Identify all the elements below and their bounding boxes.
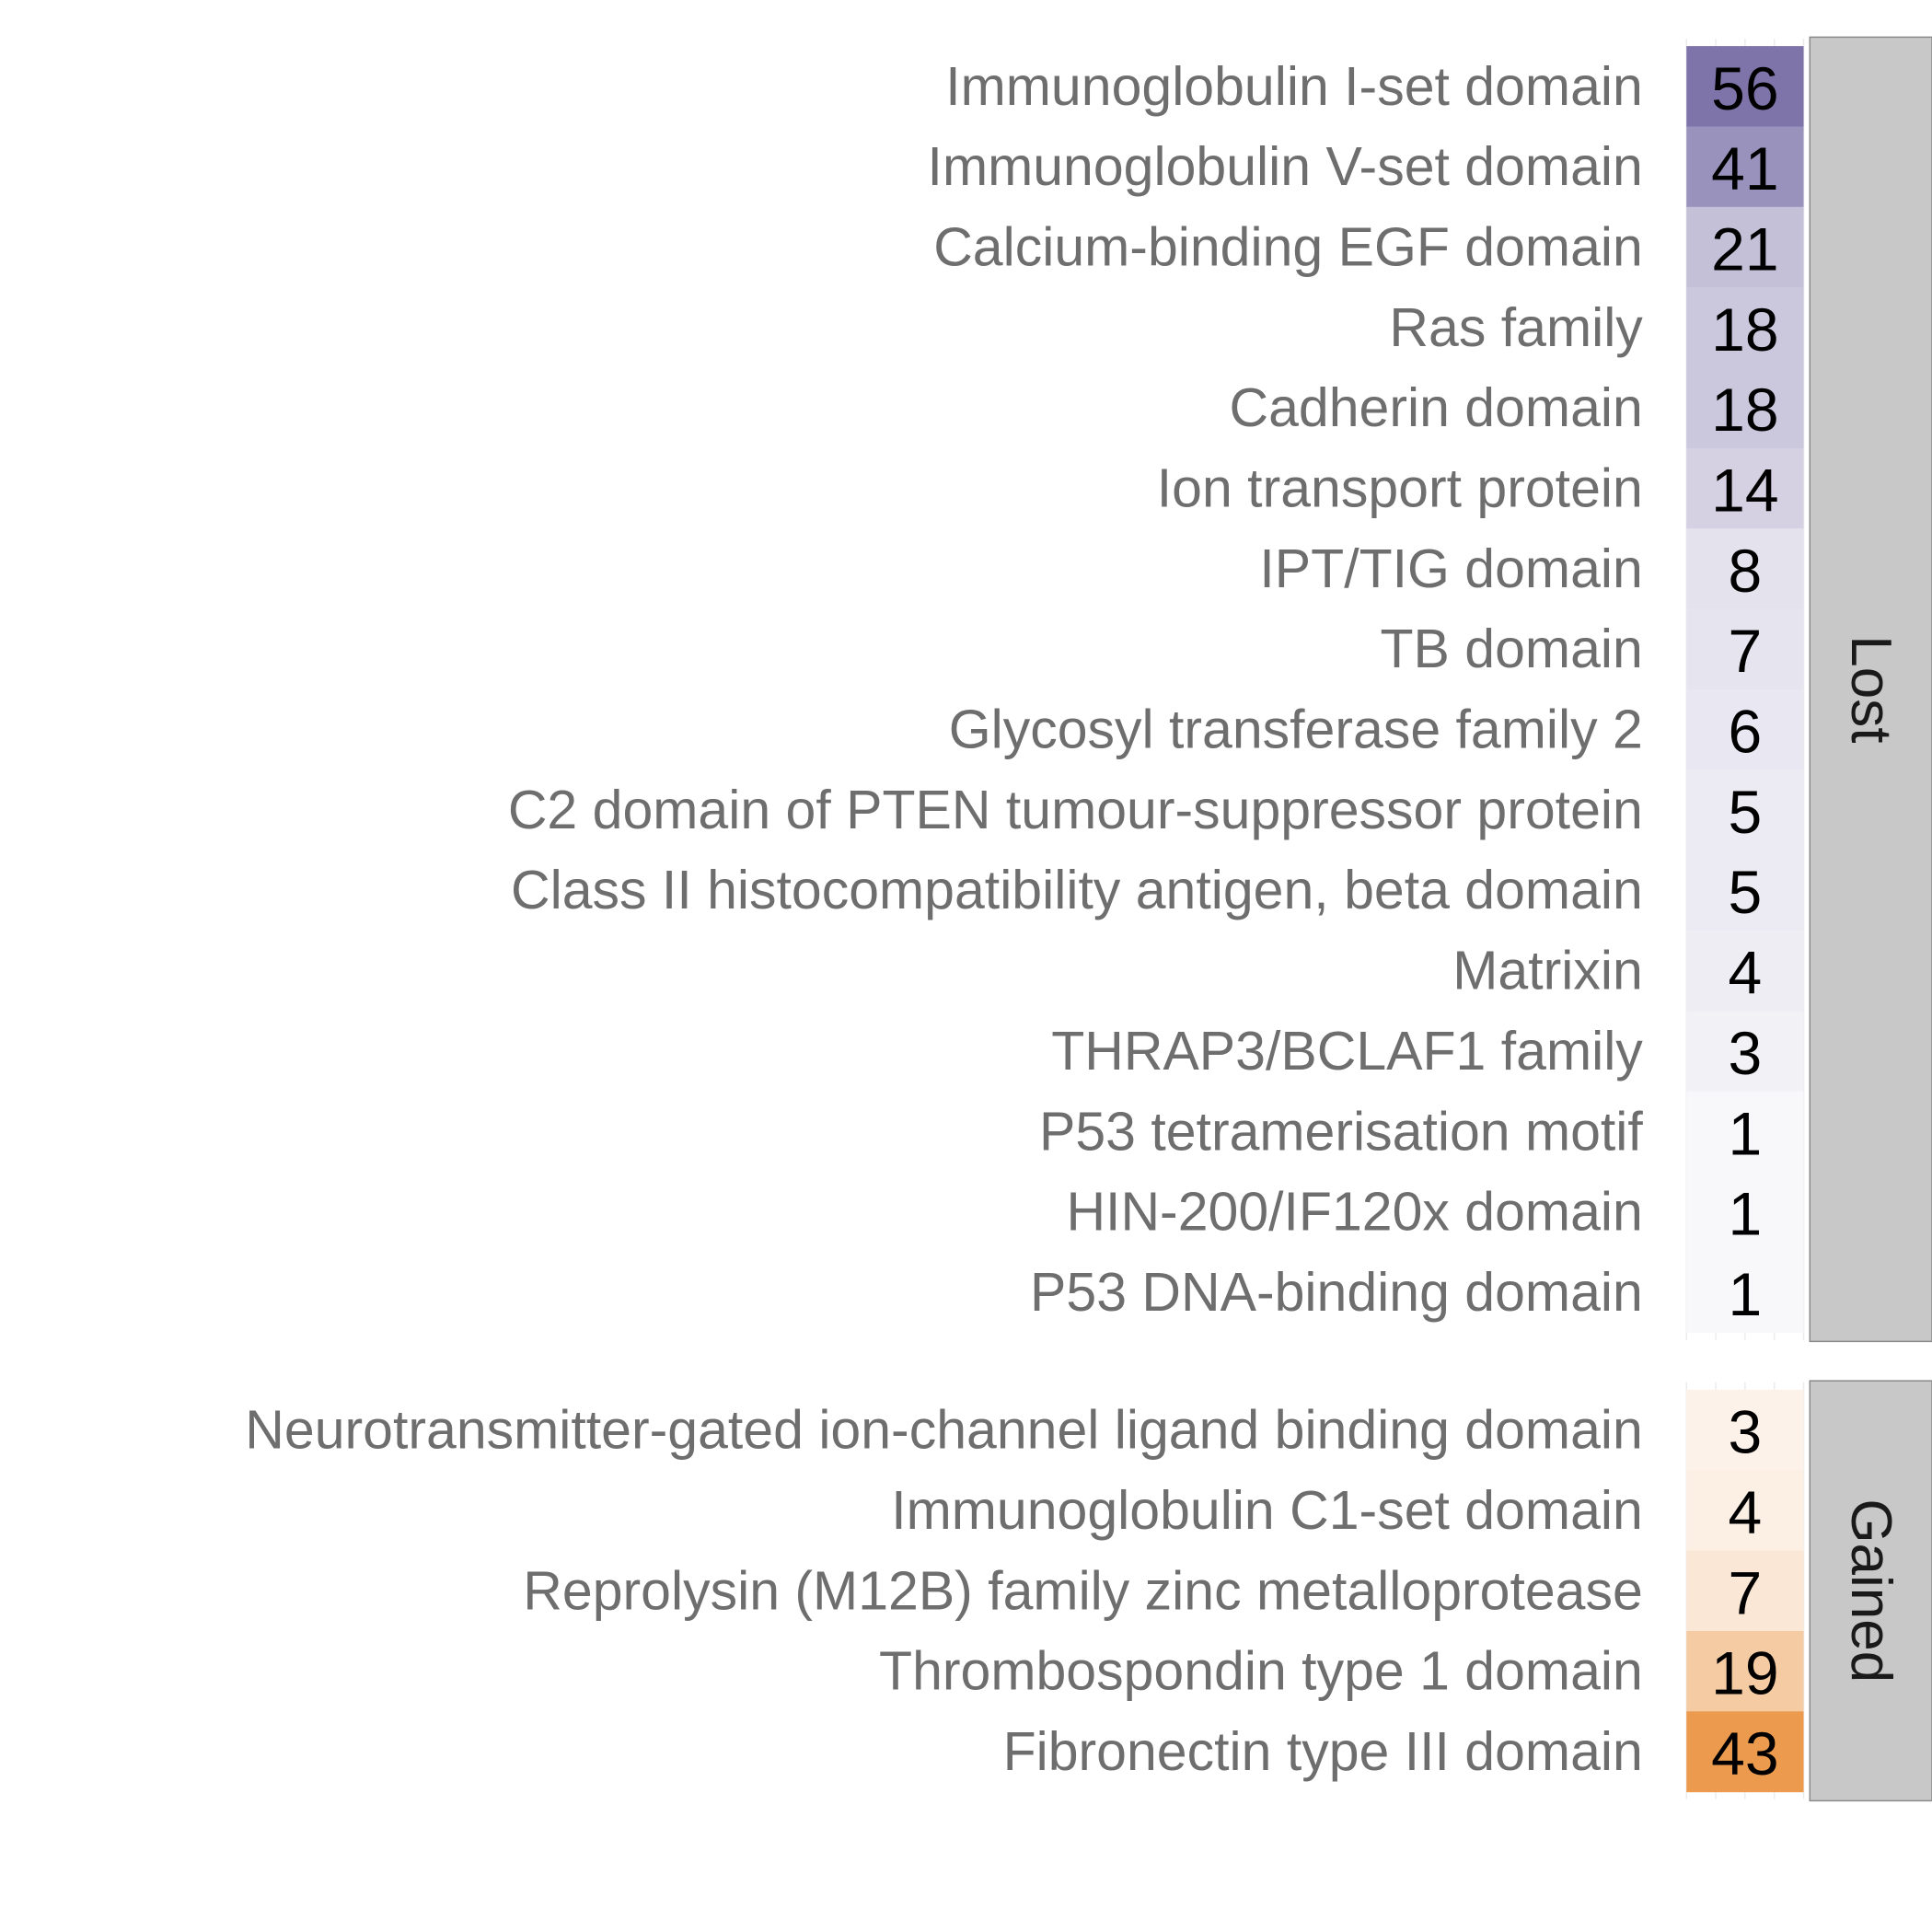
row-label: Immunoglobulin C1-set domain: [891, 1480, 1643, 1541]
heatmap-cell: [1686, 1470, 1804, 1552]
cell-value-label: 18: [1711, 376, 1778, 444]
cell-value-label: 5: [1729, 858, 1763, 926]
facet-strip: [1809, 1380, 1932, 1802]
heatmap-cell: [1686, 367, 1804, 449]
row-label: P53 tetramerisation motif: [1039, 1101, 1643, 1162]
heatmap-cell: [1686, 447, 1804, 529]
row-label: C2 domain of PTEN tumour-suppressor prot…: [508, 780, 1643, 840]
row-label: Ion transport protein: [1157, 458, 1643, 519]
panel-gained: Neurotransmitter-gated ion-channel ligan…: [245, 1380, 1932, 1802]
cell-value-label: 3: [1729, 1019, 1763, 1087]
row-label: Neurotransmitter-gated ion-channel ligan…: [245, 1400, 1643, 1461]
row-label: HIN-200/IF120x domain: [1066, 1182, 1642, 1243]
row-label: THRAP3/BCLAF1 family: [1051, 1021, 1643, 1082]
heatmap-cell: [1686, 1252, 1804, 1334]
cell-value-label: 7: [1729, 1558, 1763, 1626]
heatmap-cell: [1686, 1630, 1804, 1712]
cell-value-label: 4: [1729, 939, 1763, 1007]
cell-value-label: 14: [1711, 457, 1778, 525]
row-label: Thrombospondin type 1 domain: [879, 1641, 1643, 1702]
cell-value-label: 43: [1711, 1719, 1778, 1787]
heatmap-cell: [1686, 1711, 1804, 1793]
heatmap-cell: [1686, 850, 1804, 931]
row-label: Immunoglobulin I-set domain: [945, 56, 1643, 117]
heatmap-cell: [1686, 1011, 1804, 1093]
cell-value-label: 7: [1729, 617, 1763, 685]
cell-value-label: 5: [1729, 778, 1763, 846]
cell-value-label: 3: [1729, 1398, 1763, 1466]
panel-lost: Immunoglobulin I-set domain 56Immunoglobu…: [508, 36, 1932, 1343]
cell-value-label: 8: [1729, 537, 1763, 605]
row-label: Glycosyl transferase family 2: [949, 700, 1643, 760]
heatmap-cell: [1686, 1171, 1804, 1253]
cell-value-label: 4: [1729, 1478, 1763, 1546]
facet-strip-label: Gained: [1839, 1498, 1903, 1683]
row-label: Reprolysin (M12B) family zinc metallopro…: [523, 1560, 1643, 1621]
facet-strip-label: Lost: [1839, 635, 1903, 743]
facet-strip: [1809, 36, 1932, 1343]
row-label: Immunoglobulin V-set domain: [928, 136, 1643, 197]
heatmap-cell: [1686, 206, 1804, 288]
heatmap-cell: [1686, 608, 1804, 690]
heatmap-cell: [1686, 126, 1804, 208]
heatmap-cell: [1686, 46, 1804, 127]
cell-value-label: 1: [1729, 1099, 1763, 1167]
cell-value-label: 41: [1711, 134, 1778, 202]
heatmap-cell: [1686, 287, 1804, 368]
heatmap-cell: [1686, 1550, 1804, 1632]
row-label: P53 DNA-binding domain: [1030, 1262, 1643, 1323]
heatmap-cell: [1686, 688, 1804, 770]
heatmap-cell: [1686, 1091, 1804, 1173]
cell-value-label: 1: [1729, 1180, 1763, 1248]
cell-value-label: 6: [1729, 698, 1763, 766]
row-label: Cadherin domain: [1229, 377, 1642, 438]
heatmap-cell: [1686, 528, 1804, 610]
cell-value-label: 21: [1711, 214, 1778, 283]
cell-value-label: 1: [1729, 1260, 1763, 1328]
row-label: Matrixin: [1452, 941, 1643, 1001]
row-label: Class II histocompatibility antigen, bet…: [511, 860, 1643, 920]
cell-value-label: 18: [1711, 295, 1778, 364]
heatmap-cell: [1686, 930, 1804, 1012]
row-label: Calcium-binding EGF domain: [933, 216, 1643, 277]
cell-value-label: 19: [1711, 1639, 1778, 1707]
row-label: IPT/TIG domain: [1259, 538, 1642, 599]
cell-value-label: 56: [1711, 54, 1778, 122]
row-label: Ras family: [1389, 297, 1643, 358]
heatmap-cell: [1686, 1389, 1804, 1471]
row-label: Fibronectin type III domain: [1003, 1721, 1643, 1782]
row-label: TB domain: [1381, 619, 1643, 679]
heatmap-cell: [1686, 769, 1804, 851]
